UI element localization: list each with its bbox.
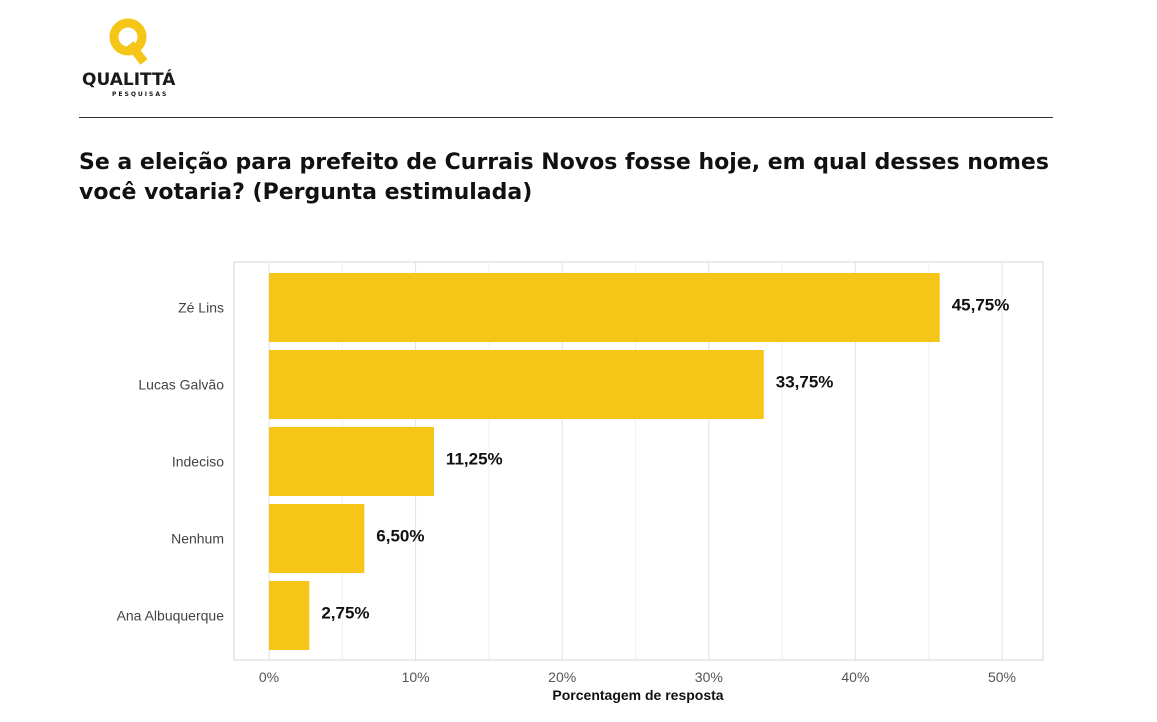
x-tick-label: 50% (988, 669, 1016, 685)
question-title: Se a eleição para prefeito de Currais No… (79, 148, 1079, 208)
bar (269, 350, 764, 419)
x-tick-label: 0% (259, 669, 279, 685)
x-tick-label: 20% (548, 669, 576, 685)
value-label: 33,75% (776, 373, 834, 392)
value-label: 2,75% (321, 604, 369, 623)
bar (269, 581, 310, 650)
bars (269, 273, 940, 650)
x-tick-label: 30% (695, 669, 723, 685)
value-label: 6,50% (376, 527, 424, 546)
category-label: Ana Albuquerque (117, 608, 225, 624)
bar (269, 504, 365, 573)
value-label: 11,25% (446, 450, 503, 469)
x-tick-label: 10% (402, 669, 430, 685)
bar (269, 273, 940, 342)
category-label: Lucas Galvão (138, 377, 224, 393)
brand-name: QUALITTÁ (82, 70, 176, 90)
header-divider (79, 117, 1053, 118)
question-line-1: Se a eleição para prefeito de Currais No… (79, 150, 1049, 175)
bar (269, 427, 434, 496)
x-tick-labels: 0% 10% 20% 30% 40% 50% (259, 669, 1016, 685)
logo-q-icon (109, 18, 148, 65)
category-label: Nenhum (171, 531, 224, 547)
category-label: Indeciso (172, 454, 224, 470)
value-labels: 45,75% 33,75% 11,25% 6,50% 2,75% (321, 296, 1009, 623)
category-labels: Zé Lins Lucas Galvão Indeciso Nenhum Ana Alb… (117, 300, 225, 624)
plot-panel-border (233, 261, 1044, 661)
x-axis-title: Porcentagem de resposta (552, 687, 723, 703)
x-tick-label: 40% (841, 669, 869, 685)
brand-tagline: PESQUISAS (112, 91, 169, 98)
value-label: 45,75% (952, 296, 1010, 315)
question-line-2: você votaria? (Pergunta estimulada) (79, 180, 533, 205)
category-label: Zé Lins (178, 300, 224, 316)
brand-logo: QUALITTÁ PESQUISAS (80, 18, 200, 102)
